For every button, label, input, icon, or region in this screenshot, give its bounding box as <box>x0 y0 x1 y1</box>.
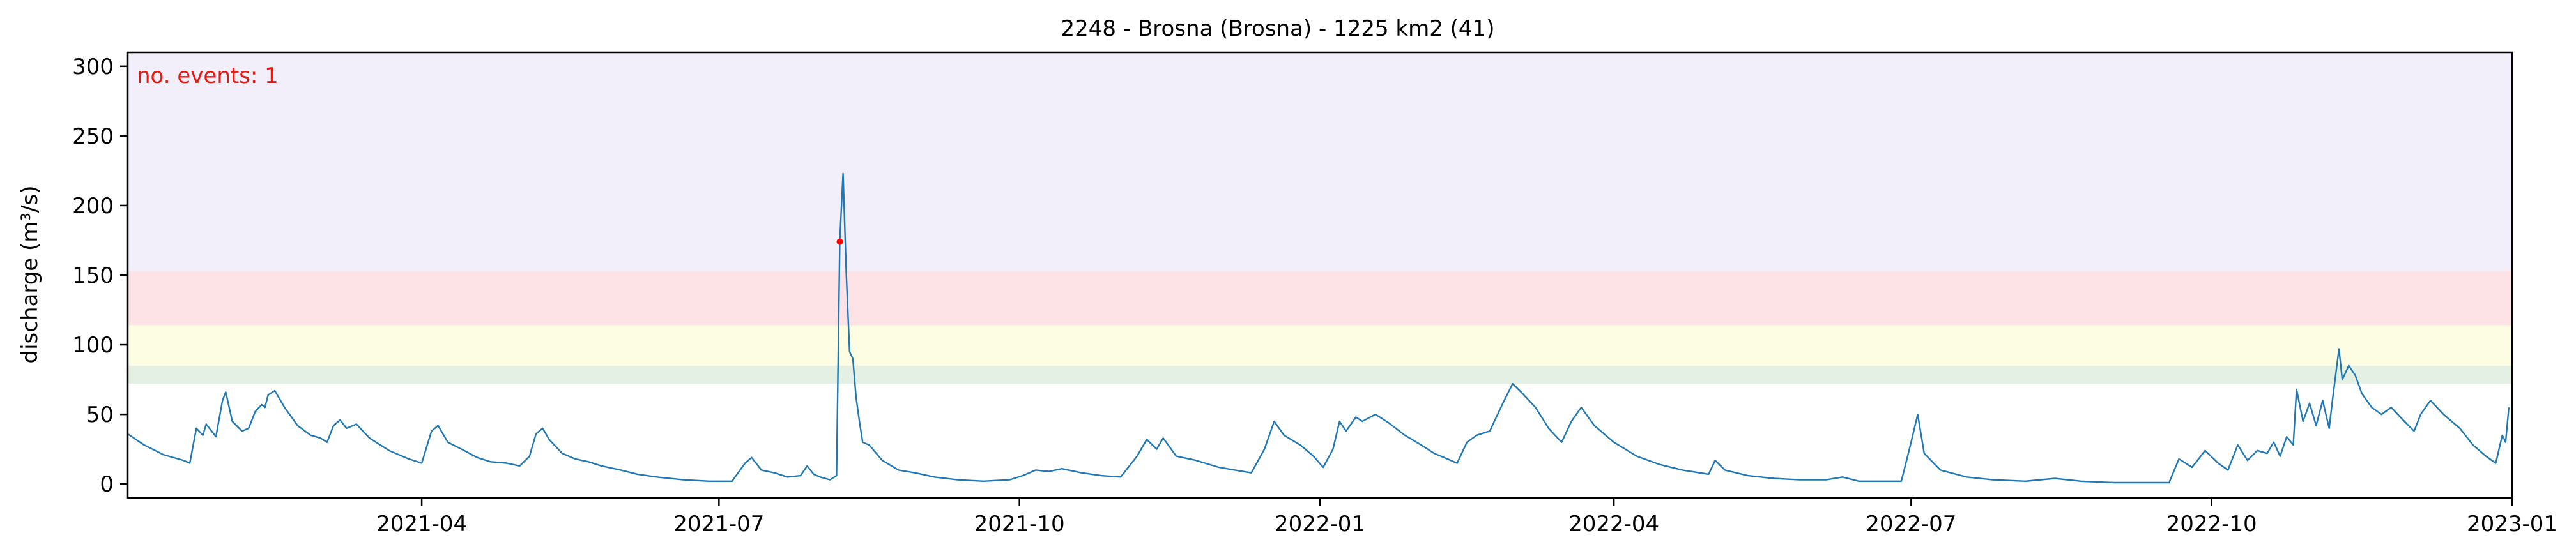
x-tick-label-2022-10: 2022-10 <box>2166 511 2257 537</box>
y-axis-label: discharge (m³/s) <box>17 186 43 364</box>
x-tick-label-2021-04: 2021-04 <box>376 511 467 537</box>
x-tick-label-2021-10: 2021-10 <box>974 511 1065 537</box>
threshold-bands <box>128 52 2512 384</box>
events-annotation: no. events: 1 <box>137 63 279 89</box>
y-tick-label-300: 300 <box>72 54 114 80</box>
event-marker-1 <box>836 239 843 245</box>
x-tick-label-2022-01: 2022-01 <box>1275 511 1365 537</box>
y-tick-label-0: 0 <box>100 472 114 497</box>
event-markers <box>836 239 843 245</box>
threshold-band-1 <box>128 366 2512 384</box>
threshold-band-4 <box>128 52 2512 271</box>
y-tick-label-250: 250 <box>72 124 114 149</box>
x-tick-label-2023-01: 2023-01 <box>2467 511 2557 537</box>
x-axis-ticks: 2021-04 2021-07 2021-10 2022-01 2022-04 2022-… <box>376 498 2557 537</box>
y-tick-label-50: 50 <box>86 402 114 428</box>
threshold-band-3 <box>128 271 2512 325</box>
threshold-band-2 <box>128 326 2512 366</box>
x-tick-label-2021-07: 2021-07 <box>673 511 764 537</box>
y-tick-label-200: 200 <box>72 193 114 219</box>
x-tick-label-2022-07: 2022-07 <box>1866 511 1956 537</box>
y-tick-label-150: 150 <box>72 263 114 289</box>
chart-title: 2248 - Brosna (Brosna) - 1225 km2 (41) <box>1061 16 1495 41</box>
x-tick-label-2022-04: 2022-04 <box>1568 511 1659 537</box>
y-tick-label-100: 100 <box>72 333 114 358</box>
y-axis-ticks: 0 50 100 150 200 250 300 <box>72 54 128 497</box>
